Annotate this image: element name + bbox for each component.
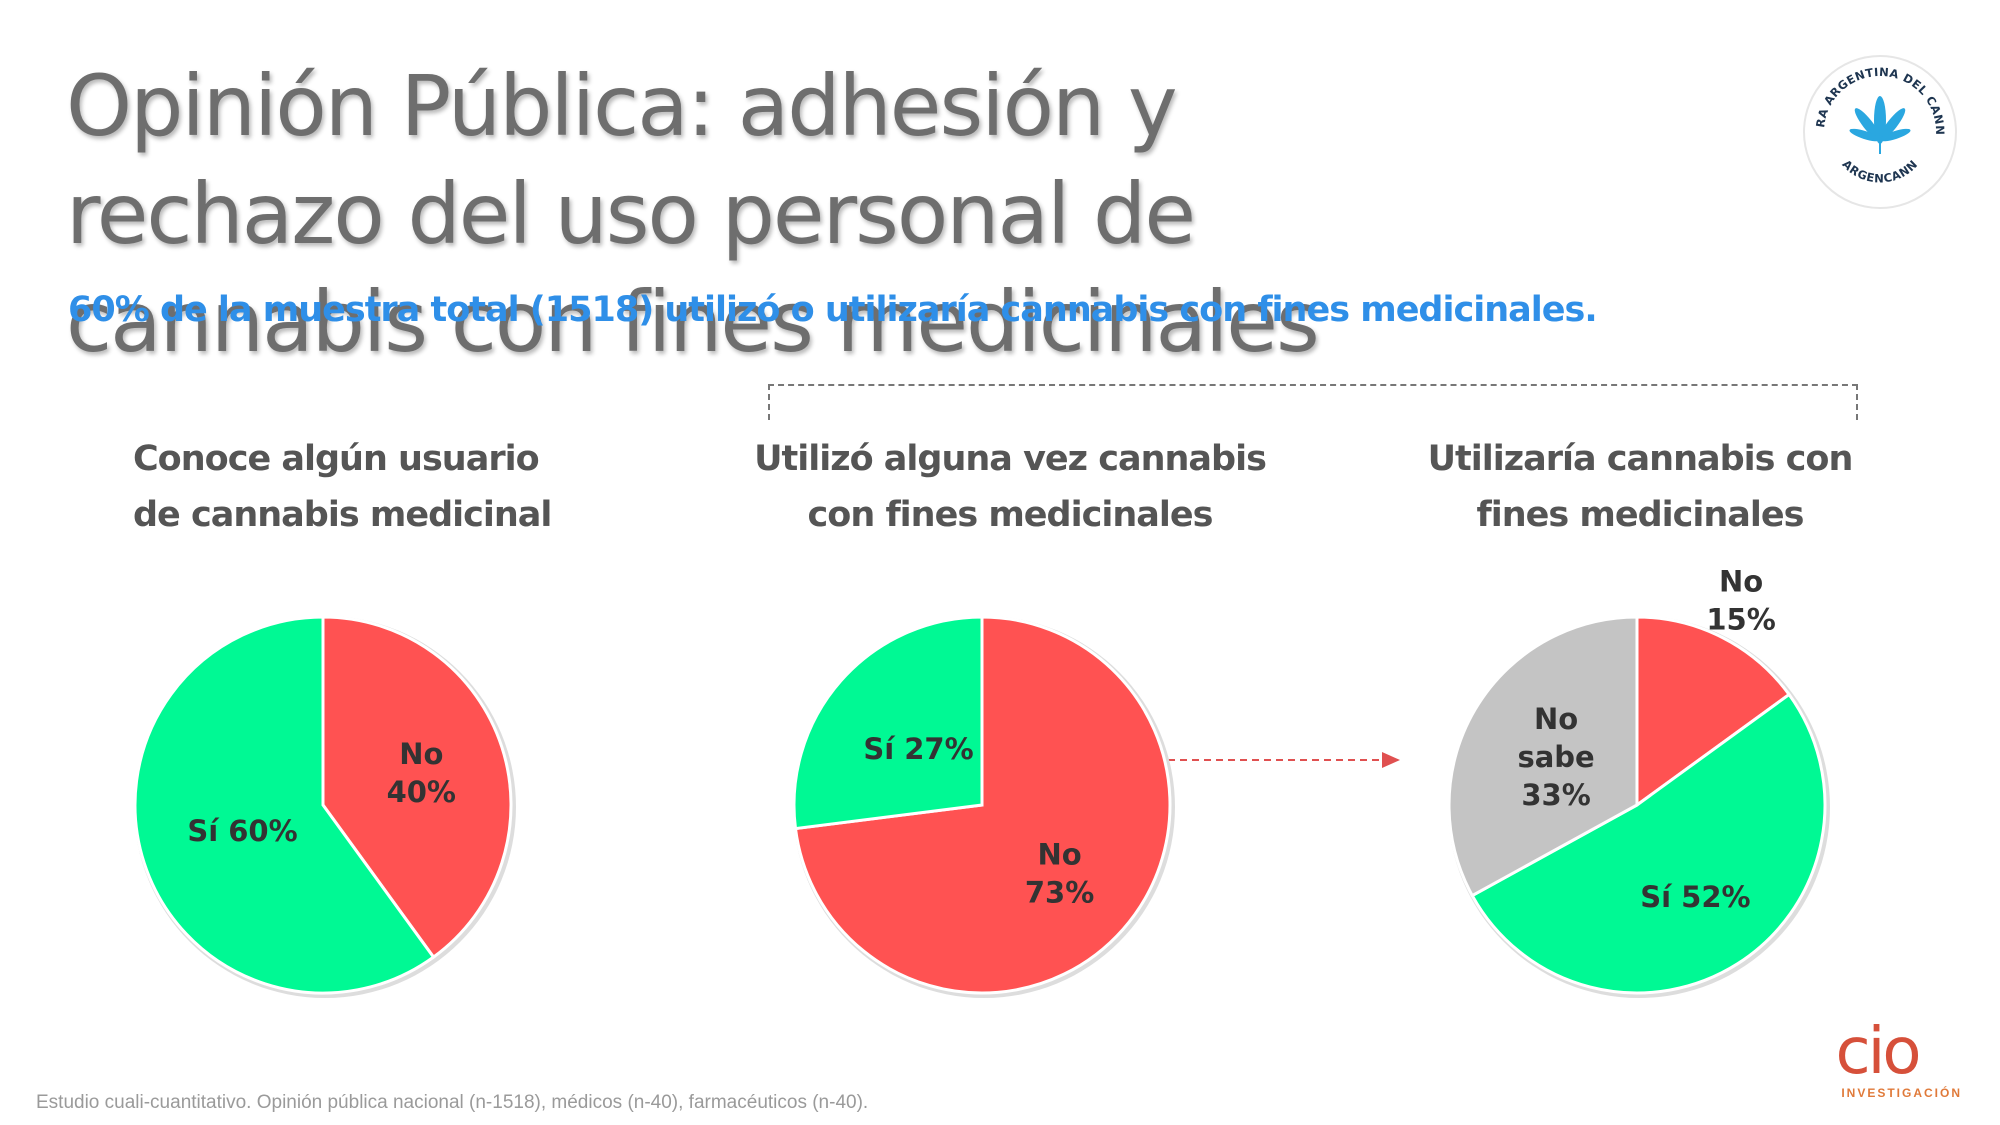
pie-label-line: Sí 60%	[187, 814, 297, 848]
footnote: Estudio cuali-cuantitativo. Opinión públ…	[36, 1092, 869, 1113]
pie-label-no: No 15%	[1706, 565, 1775, 637]
pie-slice-si	[792, 615, 984, 831]
pie-title-line: Utilizaría cannabis con	[1427, 439, 1854, 479]
pie-title-line: Utilizó alguna vez cannabis	[754, 439, 1267, 479]
pie-title-line: de cannabis medicinal	[133, 495, 552, 535]
pie-label-si: Sí 60%	[187, 814, 297, 848]
pie-title-utilizaria: Utilizaría cannabis con fines medicinale…	[1380, 431, 1900, 543]
pie-label-line: 40%	[387, 775, 456, 809]
pie-label-si: Sí 27%	[863, 732, 973, 766]
cio-logo: cio INVESTIGACIÓN	[1792, 1020, 1962, 1100]
pie-label-line: Sí 52%	[1640, 880, 1750, 914]
pie-label-line: sabe	[1517, 740, 1594, 774]
page-subtitle: 60% de la muestra total (1518) utilizó o…	[68, 290, 1598, 330]
argencann-logo: CAMARA ARGENTINA DEL CANNABIS ARGENCANN	[1800, 52, 1957, 209]
pie-chart-3: No 15% Sí 52% No sabe 33%	[1447, 565, 1830, 998]
pie-title-line: fines medicinales	[1476, 495, 1804, 535]
pie-title-line: con fines medicinales	[807, 495, 1214, 535]
pie-slice-no-sabe	[1447, 615, 1639, 898]
brand-word: cio	[1835, 1015, 1921, 1089]
pie-label-line: No	[1719, 565, 1763, 599]
pie-label-line: 73%	[1025, 875, 1094, 909]
pie-slice-no	[321, 615, 513, 960]
brand-subtitle: INVESTIGACIÓN	[1841, 1086, 1962, 1100]
cannabis-leaf-icon	[1849, 96, 1911, 154]
pie-slice-si	[133, 615, 436, 995]
group-bracket	[768, 384, 1858, 420]
pie-slice-no	[1635, 615, 1792, 808]
pie-chart-1: No 40% Sí 60%	[133, 615, 516, 998]
pie-title-conoce: Conoce algún usuario de cannabis medicin…	[133, 431, 552, 543]
pie-label-line: No	[399, 737, 443, 771]
pie-label-line: No	[1037, 837, 1081, 871]
pie-title-utilizo: Utilizó alguna vez cannabis con fines me…	[730, 431, 1290, 543]
pie-chart-2: No 73% Sí 27%	[792, 615, 1175, 998]
pie-label-line: 33%	[1521, 778, 1590, 812]
pie-label-si: Sí 52%	[1640, 880, 1750, 914]
pie-label-line: Sí 27%	[863, 732, 973, 766]
pie-label-no-sabe: No sabe 33%	[1517, 702, 1594, 812]
pie-title-line: Conoce algún usuario	[133, 439, 540, 479]
page-title: Opinión Pública: adhesión y rechazo del …	[66, 57, 1320, 371]
pie-label-line: No	[1534, 702, 1578, 736]
pie-label-line: 15%	[1706, 603, 1775, 637]
pie-slice-si	[1470, 692, 1827, 995]
pie-label-no: No 40%	[387, 737, 456, 809]
pie-label-no: No 73%	[1025, 837, 1094, 909]
